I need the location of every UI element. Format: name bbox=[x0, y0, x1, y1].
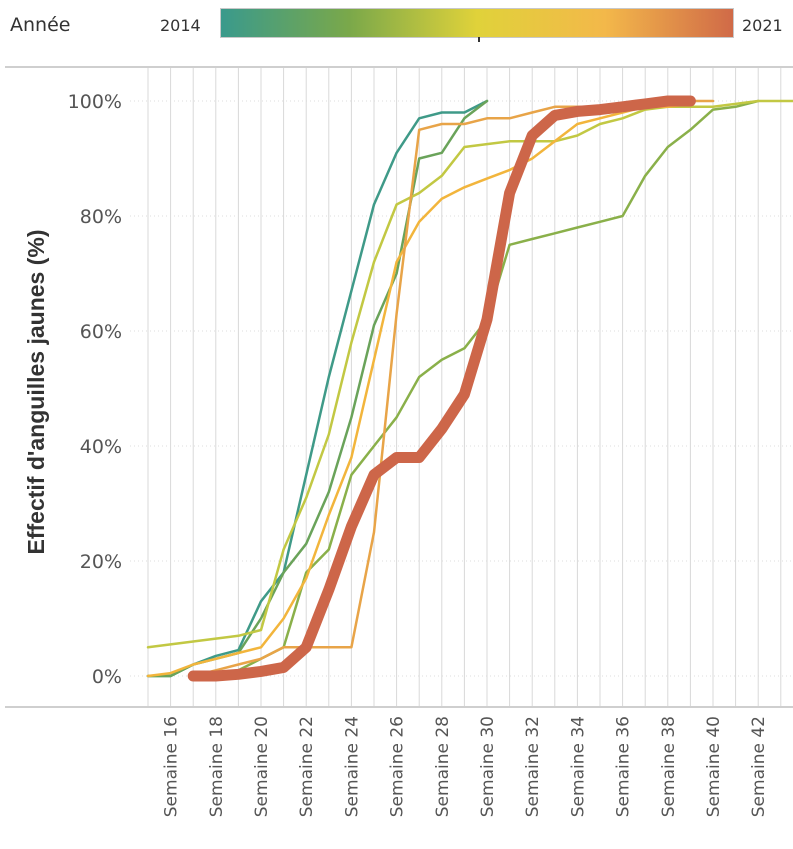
legend-gradient-bar[interactable] bbox=[220, 8, 734, 38]
x-tick-label: Semaine 28 bbox=[433, 716, 453, 817]
y-tick-labels: 0% 20% 40% 60% 80% 100% bbox=[68, 91, 122, 688]
y-tick-label: 60% bbox=[80, 321, 122, 343]
series-line bbox=[187, 95, 696, 682]
series-line bbox=[146, 99, 489, 678]
y-axis-label: Effectif d'anguilles jaunes (%) bbox=[23, 230, 49, 555]
color-legend: Année 2014 2021 bbox=[0, 0, 793, 55]
x-tick-label: Semaine 38 bbox=[659, 716, 679, 817]
x-tick-label: Semaine 40 bbox=[704, 716, 724, 817]
legend-max-label: 2021 bbox=[742, 16, 783, 35]
y-tick-label: 0% bbox=[92, 666, 122, 688]
x-tick-label: Semaine 18 bbox=[207, 716, 227, 817]
y-tick-label: 40% bbox=[80, 436, 122, 458]
y-tick-label: 80% bbox=[80, 206, 122, 228]
x-tick-label: Semaine 26 bbox=[388, 716, 408, 817]
legend-marker bbox=[478, 37, 480, 42]
y-tick-label: 20% bbox=[80, 551, 122, 573]
y-tick-label: 100% bbox=[68, 91, 122, 113]
x-tick-label: Semaine 16 bbox=[162, 716, 182, 817]
legend-title: Année bbox=[10, 14, 71, 36]
x-tick-label: Semaine 42 bbox=[749, 716, 769, 817]
x-tick-label: Semaine 32 bbox=[523, 716, 543, 817]
series-line bbox=[146, 99, 489, 678]
x-tick-label: Semaine 22 bbox=[297, 716, 317, 817]
x-tick-label: Semaine 20 bbox=[252, 716, 272, 817]
x-tick-label: Semaine 30 bbox=[478, 716, 498, 817]
series-line bbox=[191, 99, 760, 678]
x-tick-label: Semaine 34 bbox=[568, 716, 588, 817]
x-tick-labels: Semaine 16 Semaine 18 Semaine 20 Semaine 22… bbox=[162, 716, 770, 817]
series-line bbox=[146, 99, 793, 649]
series-line bbox=[146, 102, 692, 678]
series-lines bbox=[146, 95, 793, 682]
legend-min-label: 2014 bbox=[160, 16, 201, 35]
x-tick-label: Semaine 24 bbox=[342, 716, 362, 817]
x-tick-label: Semaine 36 bbox=[614, 716, 634, 817]
